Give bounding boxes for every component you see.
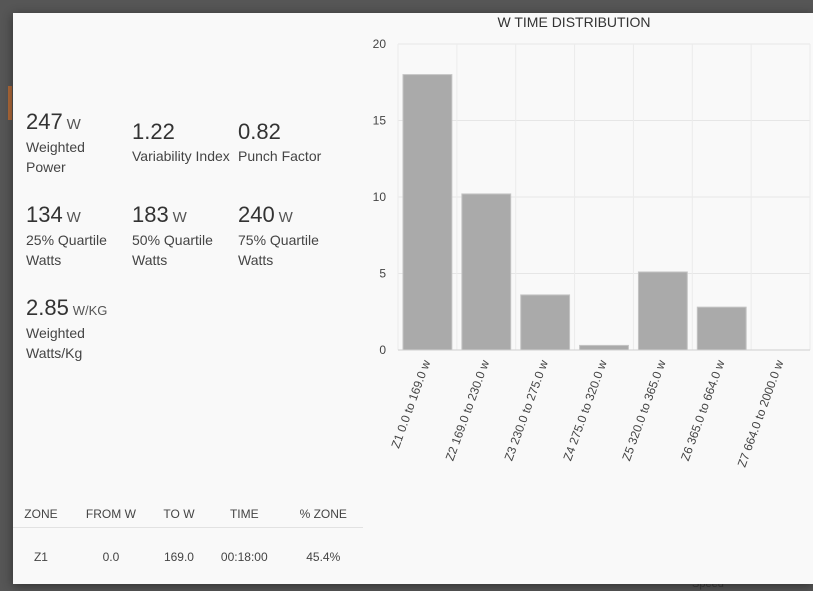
- y-tick-label: 20: [373, 37, 387, 51]
- pct-zone-column-header[interactable]: % ZONE: [299, 507, 347, 521]
- quartile-25-label-2: Watts: [26, 252, 62, 268]
- weighted-power-value: 247: [26, 109, 63, 134]
- quartile-75-label-1: 75% Quartile: [238, 232, 319, 248]
- quartile-75-metric: 240 W 75% Quartile Watts: [238, 204, 319, 270]
- x-tick-label: Z3 230.0 to 275.0 w: [502, 358, 552, 463]
- x-tick-label: Z7 664.0 to 2000.0 w: [735, 358, 787, 469]
- to-w-column-header[interactable]: TO W: [163, 507, 195, 521]
- time-column-header[interactable]: TIME: [229, 507, 259, 521]
- chart-svg: W TIME DISTRIBUTION 0 5 10 15 20 Z1 0.0 to 16…: [373, 14, 811, 469]
- quartile-25-value: 134: [26, 202, 63, 227]
- w-time-distribution-chart: W TIME DISTRIBUTION 0 5 10 15 20 Z1 0.0 to 16…: [358, 13, 813, 584]
- bar[interactable]: [461, 193, 512, 351]
- x-tick-label: Z4 275.0 to 320.0 w: [560, 358, 610, 463]
- bar[interactable]: [696, 306, 747, 351]
- watts-per-kg-label-2: Watts/Kg: [26, 345, 83, 361]
- variability-index-label: Variability Index: [132, 148, 230, 164]
- background-accent-bar: [8, 86, 12, 120]
- time-cell: 00:18:00: [220, 550, 268, 564]
- from-w-column-header[interactable]: FROM W: [85, 507, 136, 521]
- x-tick-label: Z2 169.0 to 230.0 w: [443, 358, 493, 463]
- bar[interactable]: [579, 344, 629, 351]
- chart-grid: [397, 43, 811, 351]
- quartile-25-metric: 134 W 25% Quartile Watts: [26, 204, 107, 270]
- quartile-75-unit: W: [278, 209, 293, 226]
- bar[interactable]: [520, 294, 571, 351]
- table-row: Z1 0.0 169.0 00:18:00 45.4%: [13, 528, 363, 573]
- x-tick-label: Z5 320.0 to 365.0 w: [619, 358, 669, 463]
- weighted-power-label-2: Power: [26, 159, 66, 175]
- x-tick-label: Z1 0.0 to 169.0 w: [388, 358, 433, 450]
- variability-index-metric: 1.22 Variability Index: [132, 121, 230, 166]
- quartile-25-unit: W: [66, 209, 81, 226]
- quartile-75-label-2: Watts: [238, 252, 274, 268]
- zone-column-header[interactable]: ZONE: [24, 507, 58, 521]
- punch-factor-value: 0.82: [238, 119, 281, 144]
- quartile-50-label-2: Watts: [132, 252, 168, 268]
- weighted-power-metric: 247 W Weighted Power: [26, 111, 85, 177]
- weighted-power-label-1: Weighted: [26, 139, 85, 155]
- power-stats-modal: 247 W Weighted Power 1.22 Variability In…: [13, 13, 813, 584]
- watts-per-kg-metric: 2.85 W/KG Weighted Watts/Kg: [26, 297, 107, 363]
- quartile-50-unit: W: [172, 209, 187, 226]
- zone-cell: Z1: [33, 550, 48, 564]
- quartile-50-metric: 183 W 50% Quartile Watts: [132, 204, 213, 270]
- bar[interactable]: [402, 74, 453, 351]
- to-w-cell: 169.0: [163, 550, 194, 564]
- pct-zone-cell: 45.4%: [306, 550, 341, 564]
- y-tick-label: 5: [379, 267, 386, 281]
- watts-per-kg-unit: W/KG: [72, 303, 108, 318]
- watts-per-kg-value: 2.85: [26, 295, 69, 320]
- watts-per-kg-label-1: Weighted: [26, 325, 85, 341]
- punch-factor-metric: 0.82 Punch Factor: [238, 121, 321, 166]
- zone-table-header-row: ZONE FROM W TO W TIME % ZONE: [13, 501, 363, 528]
- x-tick-label: Z6 365.0 to 664.0 w: [678, 358, 728, 463]
- quartile-50-value: 183: [132, 202, 169, 227]
- weighted-power-unit: W: [66, 116, 81, 133]
- y-tick-label: 15: [373, 114, 387, 128]
- bar[interactable]: [637, 271, 688, 351]
- y-tick-label: 10: [373, 190, 387, 204]
- chart-title: W TIME DISTRIBUTION: [498, 14, 651, 30]
- y-tick-label: 0: [379, 343, 386, 357]
- zone-table: ZONE FROM W TO W TIME % ZONE Z1 0.0 169.…: [13, 501, 363, 572]
- from-w-cell: 0.0: [102, 550, 120, 564]
- quartile-75-value: 240: [238, 202, 275, 227]
- variability-index-value: 1.22: [132, 119, 175, 144]
- punch-factor-label: Punch Factor: [238, 148, 322, 164]
- quartile-50-label-1: 50% Quartile: [132, 232, 213, 248]
- chart-bars: [402, 74, 747, 351]
- quartile-25-label-1: 25% Quartile: [26, 232, 107, 248]
